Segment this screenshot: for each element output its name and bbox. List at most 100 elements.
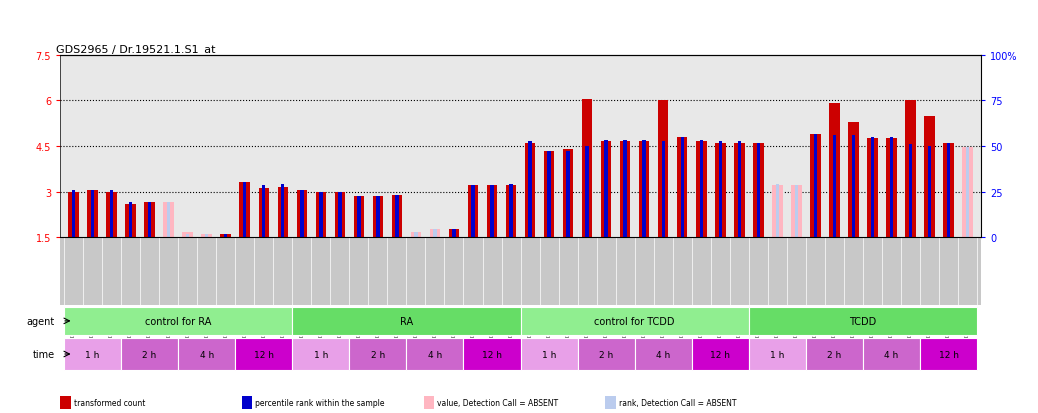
Bar: [520, 307, 748, 335]
Bar: [677, 138, 687, 237]
Bar: [224, 235, 227, 237]
Bar: [293, 307, 520, 335]
Text: 12 h: 12 h: [253, 350, 274, 358]
Bar: [620, 142, 630, 237]
Text: percentile rank within the sample: percentile rank within the sample: [255, 398, 385, 407]
Text: 1 h: 1 h: [770, 350, 785, 358]
Bar: [944, 144, 954, 237]
Bar: [204, 235, 209, 237]
Text: time: time: [33, 349, 55, 359]
Bar: [407, 338, 464, 370]
Bar: [520, 338, 577, 370]
Bar: [715, 144, 726, 237]
Bar: [525, 144, 536, 237]
Bar: [585, 147, 589, 237]
Bar: [471, 186, 474, 237]
Bar: [966, 148, 969, 237]
Bar: [947, 144, 950, 237]
Text: agent: agent: [27, 316, 55, 326]
Bar: [700, 140, 703, 237]
Bar: [258, 189, 269, 237]
Bar: [490, 186, 494, 237]
Text: 2 h: 2 h: [142, 350, 157, 358]
Text: RA: RA: [400, 316, 413, 326]
Bar: [167, 203, 170, 237]
Bar: [236, 338, 293, 370]
Bar: [852, 136, 855, 237]
Bar: [448, 230, 459, 237]
Bar: [144, 203, 155, 237]
Bar: [772, 186, 783, 237]
Text: control for RA: control for RA: [145, 316, 212, 326]
Bar: [754, 144, 764, 237]
Bar: [661, 142, 665, 237]
Bar: [871, 138, 874, 237]
Text: rank, Detection Call = ABSENT: rank, Detection Call = ABSENT: [619, 398, 736, 407]
Bar: [243, 183, 246, 237]
Bar: [805, 338, 863, 370]
Bar: [829, 104, 840, 237]
Bar: [920, 338, 977, 370]
Bar: [634, 338, 691, 370]
Text: 12 h: 12 h: [938, 350, 958, 358]
Text: 1 h: 1 h: [85, 350, 100, 358]
Bar: [563, 150, 573, 237]
Bar: [718, 142, 722, 237]
Bar: [334, 192, 345, 237]
Bar: [179, 338, 236, 370]
Text: 4 h: 4 h: [656, 350, 671, 358]
Bar: [468, 186, 479, 237]
Bar: [832, 136, 837, 237]
Bar: [658, 101, 668, 237]
Bar: [319, 192, 323, 237]
Bar: [890, 138, 894, 237]
Bar: [643, 140, 646, 237]
Bar: [220, 235, 230, 237]
Bar: [748, 338, 805, 370]
Bar: [567, 151, 570, 237]
Bar: [72, 190, 75, 237]
Text: 2 h: 2 h: [827, 350, 842, 358]
Text: 2 h: 2 h: [599, 350, 613, 358]
Bar: [201, 235, 212, 237]
Bar: [338, 192, 342, 237]
Bar: [300, 190, 303, 237]
Bar: [510, 185, 513, 237]
Text: 1 h: 1 h: [542, 350, 556, 358]
Bar: [639, 142, 650, 237]
Bar: [293, 338, 350, 370]
Bar: [373, 197, 383, 237]
Bar: [395, 195, 399, 237]
Bar: [163, 203, 174, 237]
Bar: [795, 186, 798, 237]
Bar: [928, 147, 931, 237]
Bar: [91, 190, 94, 237]
Bar: [748, 307, 977, 335]
Bar: [811, 135, 821, 237]
Bar: [624, 140, 627, 237]
Bar: [696, 142, 707, 237]
Bar: [464, 338, 520, 370]
Text: GDS2965 / Dr.19521.1.S1_at: GDS2965 / Dr.19521.1.S1_at: [56, 44, 215, 55]
Bar: [391, 195, 402, 237]
Bar: [528, 142, 531, 237]
Bar: [297, 190, 307, 237]
Bar: [487, 186, 497, 237]
Text: 2 h: 2 h: [371, 350, 385, 358]
Bar: [106, 192, 117, 237]
Bar: [544, 151, 554, 237]
Bar: [577, 338, 634, 370]
Bar: [69, 192, 79, 237]
Bar: [110, 190, 113, 237]
Bar: [775, 185, 780, 237]
Bar: [962, 148, 973, 237]
Bar: [277, 188, 288, 237]
Bar: [814, 135, 817, 237]
Bar: [350, 338, 407, 370]
Text: 12 h: 12 h: [482, 350, 502, 358]
Bar: [183, 233, 193, 237]
Bar: [129, 203, 132, 237]
Bar: [506, 186, 516, 237]
Bar: [186, 235, 189, 237]
Bar: [126, 204, 136, 237]
